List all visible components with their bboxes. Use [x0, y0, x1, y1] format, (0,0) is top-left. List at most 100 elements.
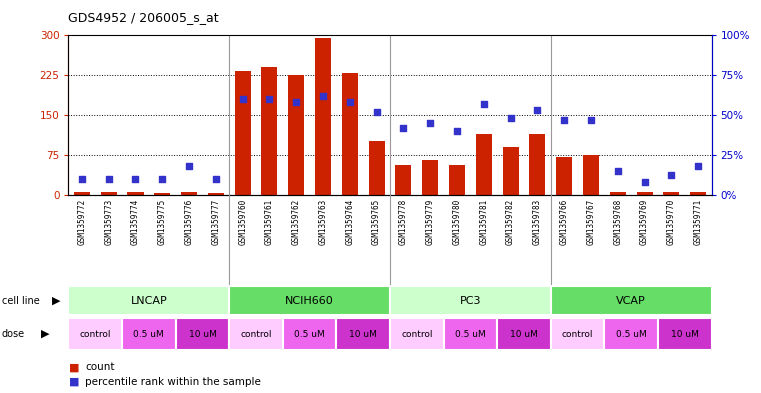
Bar [604, 318, 658, 350]
Text: GSM1359766: GSM1359766 [559, 199, 568, 245]
Bar [610, 192, 626, 195]
Text: cell line: cell line [2, 296, 40, 306]
Bar [100, 192, 116, 195]
Point [129, 175, 142, 182]
Point [290, 99, 302, 105]
Bar [262, 67, 278, 195]
Text: 0.5 uM: 0.5 uM [295, 330, 325, 338]
Text: control: control [562, 330, 594, 338]
Bar [74, 192, 90, 195]
Text: GSM1359780: GSM1359780 [453, 199, 461, 245]
Point [263, 96, 275, 102]
Text: GSM1359771: GSM1359771 [693, 199, 702, 245]
Point [505, 115, 517, 121]
Bar [583, 155, 599, 195]
Bar [68, 286, 229, 315]
Bar [288, 75, 304, 195]
Text: 0.5 uM: 0.5 uM [133, 330, 164, 338]
Text: GSM1359783: GSM1359783 [533, 199, 542, 245]
Point [317, 93, 329, 99]
Point [531, 107, 543, 113]
Point [103, 175, 115, 182]
Point [451, 128, 463, 134]
Text: GSM1359776: GSM1359776 [185, 199, 193, 245]
Text: GSM1359781: GSM1359781 [479, 199, 489, 245]
Text: GDS4952 / 206005_s_at: GDS4952 / 206005_s_at [68, 11, 219, 24]
Text: 10 uM: 10 uM [349, 330, 377, 338]
Bar [154, 193, 170, 195]
Bar [530, 134, 546, 195]
Point [558, 117, 570, 123]
Text: GSM1359764: GSM1359764 [345, 199, 355, 245]
Point [478, 101, 490, 107]
Point [692, 163, 704, 169]
Text: 10 uM: 10 uM [670, 330, 699, 338]
Text: GSM1359778: GSM1359778 [399, 199, 408, 245]
Bar [658, 318, 712, 350]
Text: GSM1359782: GSM1359782 [506, 199, 515, 245]
Bar [502, 147, 519, 195]
Text: GSM1359777: GSM1359777 [212, 199, 221, 245]
Bar [127, 192, 144, 195]
Text: GSM1359765: GSM1359765 [372, 199, 381, 245]
Bar [551, 286, 712, 315]
Bar [476, 134, 492, 195]
Bar [636, 193, 653, 195]
Bar [229, 286, 390, 315]
Text: 10 uM: 10 uM [189, 330, 216, 338]
Text: count: count [85, 362, 115, 373]
Text: ▶: ▶ [41, 329, 49, 339]
Text: GSM1359775: GSM1359775 [158, 199, 167, 245]
Bar [181, 192, 197, 195]
Bar [234, 72, 250, 195]
Text: ■: ■ [68, 377, 79, 387]
Bar [396, 165, 412, 195]
Bar [315, 38, 331, 195]
Text: GSM1359779: GSM1359779 [425, 199, 435, 245]
Bar [497, 318, 551, 350]
Point [665, 172, 677, 178]
Bar [342, 72, 358, 195]
Text: LNCAP: LNCAP [130, 296, 167, 306]
Bar [208, 193, 224, 195]
Text: VCAP: VCAP [616, 296, 646, 306]
Text: GSM1359772: GSM1359772 [78, 199, 87, 245]
Bar [390, 318, 444, 350]
Bar [444, 318, 497, 350]
Bar [368, 141, 384, 195]
Point [638, 179, 651, 185]
Point [585, 117, 597, 123]
Text: GSM1359774: GSM1359774 [131, 199, 140, 245]
Text: GSM1359768: GSM1359768 [613, 199, 622, 245]
Text: control: control [80, 330, 111, 338]
Text: PC3: PC3 [460, 296, 481, 306]
Point [183, 163, 195, 169]
Text: GSM1359770: GSM1359770 [667, 199, 676, 245]
Bar [556, 157, 572, 195]
Point [237, 96, 249, 102]
Text: percentile rank within the sample: percentile rank within the sample [85, 377, 261, 387]
Text: GSM1359773: GSM1359773 [104, 199, 113, 245]
Text: dose: dose [2, 329, 24, 339]
Point [344, 99, 356, 105]
Point [371, 108, 383, 115]
Bar [283, 318, 336, 350]
Text: NCIH660: NCIH660 [285, 296, 334, 306]
Bar [551, 318, 604, 350]
Bar [422, 160, 438, 195]
Bar [690, 192, 706, 195]
Text: ■: ■ [68, 362, 79, 373]
Point [397, 125, 409, 131]
Text: 10 uM: 10 uM [510, 330, 538, 338]
Text: control: control [401, 330, 432, 338]
Bar [449, 165, 465, 195]
Point [612, 167, 624, 174]
Text: ▶: ▶ [52, 296, 60, 306]
Text: GSM1359762: GSM1359762 [291, 199, 301, 245]
Text: 0.5 uM: 0.5 uM [616, 330, 647, 338]
Point [156, 175, 168, 182]
Text: GSM1359763: GSM1359763 [319, 199, 327, 245]
Text: GSM1359761: GSM1359761 [265, 199, 274, 245]
Bar [122, 318, 176, 350]
Text: 0.5 uM: 0.5 uM [455, 330, 486, 338]
